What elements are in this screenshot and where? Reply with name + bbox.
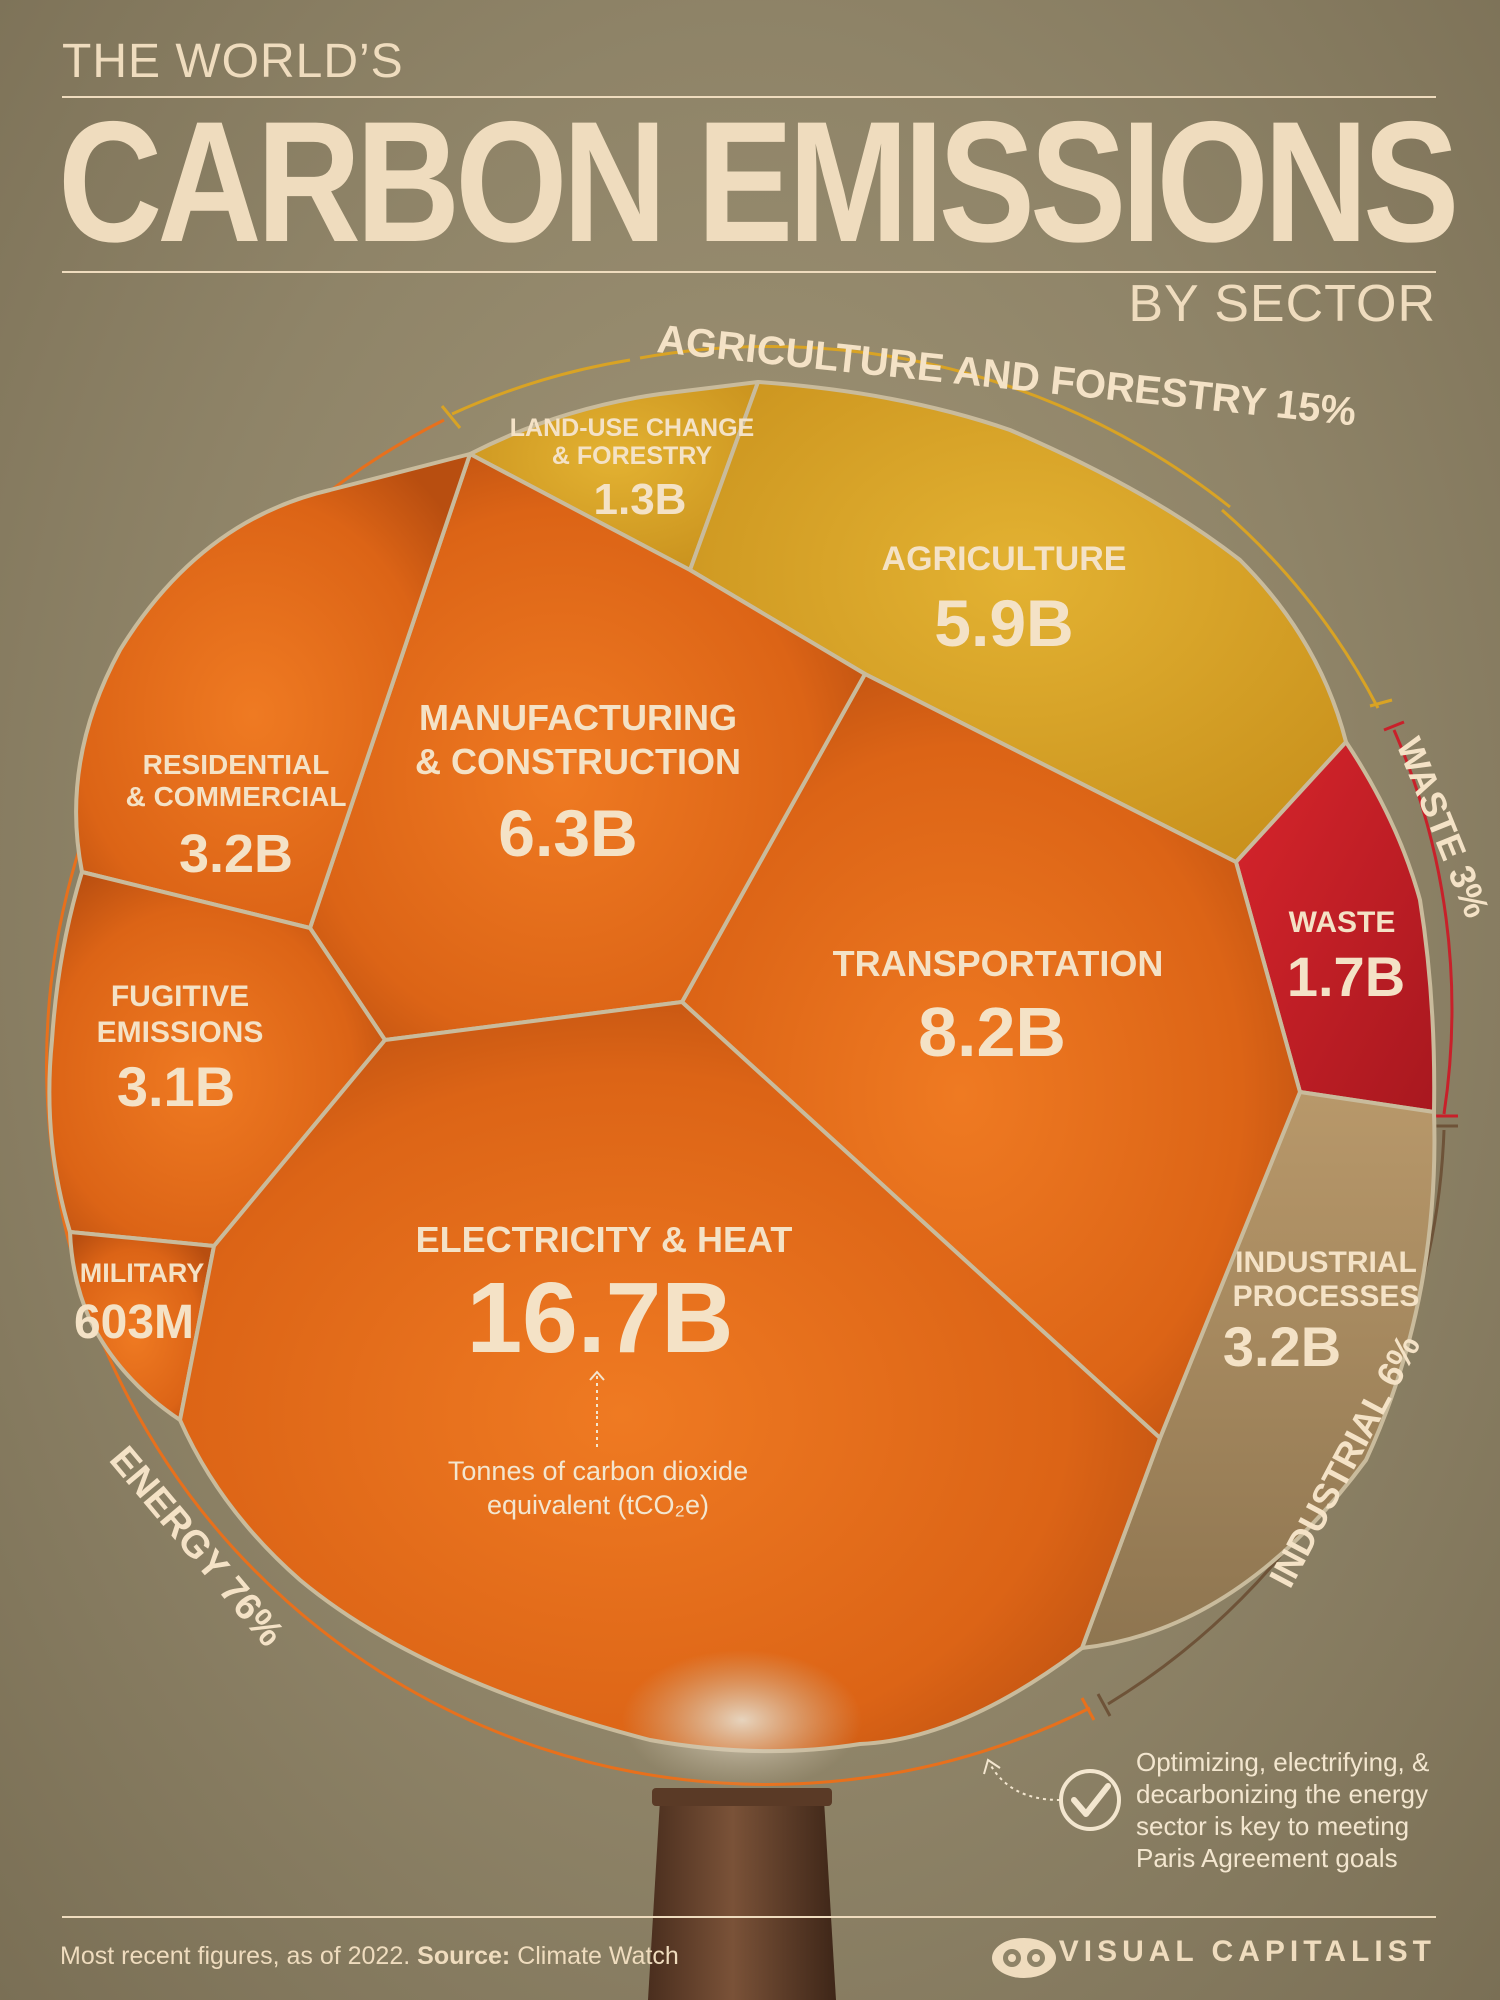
cell-waste bbox=[1234, 740, 1437, 1114]
label-industrial-line2: PROCESSES bbox=[1233, 1280, 1420, 1313]
page-title: CARBON EMISSIONS bbox=[58, 86, 1459, 278]
label-transportation: TRANSPORTATION bbox=[833, 943, 1164, 984]
footnote-source-label: Source: bbox=[417, 1942, 511, 1970]
footnote: Most recent figures, as of 2022. Source:… bbox=[60, 1942, 679, 1971]
label-land-use-line1: LAND-USE CHANGE bbox=[510, 414, 754, 442]
value-electricity: 16.7B bbox=[467, 1262, 734, 1374]
check-circle-icon bbox=[1059, 1769, 1121, 1831]
value-military: 603M bbox=[74, 1296, 194, 1349]
label-manufacturing-line1: MANUFACTURING bbox=[419, 697, 737, 738]
value-residential: 3.2B bbox=[179, 824, 293, 884]
page-subtitle: BY SECTOR bbox=[1128, 275, 1436, 333]
brand-name: VISUAL CAPITALIST bbox=[1058, 1935, 1436, 1968]
footnote-note: Most recent figures, as of 2022. bbox=[60, 1942, 411, 1970]
label-agriculture: AGRICULTURE bbox=[882, 540, 1127, 578]
label-manufacturing-line2: & CONSTRUCTION bbox=[415, 741, 741, 782]
label-residential-line1: RESIDENTIAL bbox=[143, 749, 330, 780]
sector-cells bbox=[47, 380, 1437, 1754]
value-fugitive: 3.1B bbox=[117, 1055, 235, 1118]
arc-agriculture-right bbox=[1221, 508, 1380, 709]
unit-note-line1: Tonnes of carbon dioxide bbox=[448, 1456, 748, 1486]
arc-tick bbox=[1096, 1693, 1112, 1717]
title-rule-bottom bbox=[62, 271, 1436, 273]
value-agriculture: 5.9B bbox=[934, 586, 1073, 660]
label-land-use-line2: & FORESTRY bbox=[552, 442, 713, 470]
label-military: MILITARY bbox=[80, 1258, 204, 1288]
value-industrial: 3.2B bbox=[1223, 1315, 1341, 1378]
arc-agriculture bbox=[639, 345, 1231, 509]
value-land-use: 1.3B bbox=[594, 475, 687, 524]
title-rule-top bbox=[62, 96, 1436, 98]
label-industrial-line1: INDUSTRIAL bbox=[1235, 1246, 1417, 1279]
cell-fugitive-emissions bbox=[47, 870, 387, 1248]
cell-residential-commercial bbox=[74, 452, 472, 930]
smokestack-body bbox=[648, 1800, 836, 2000]
arc-tick bbox=[440, 405, 462, 429]
brand: VISUAL CAPITALIST bbox=[1059, 1935, 1436, 1969]
footer-rule bbox=[62, 1916, 1436, 1918]
arc-tick bbox=[1080, 1697, 1096, 1721]
energy-callout-text: Optimizing, electrifying, & decarbonizin… bbox=[1136, 1747, 1430, 1873]
value-transportation: 8.2B bbox=[918, 993, 1066, 1071]
footnote-source: Climate Watch bbox=[517, 1942, 679, 1970]
arc-tick bbox=[1383, 720, 1405, 732]
cell-industrial-processes bbox=[1080, 1090, 1437, 1650]
value-waste: 1.7B bbox=[1287, 945, 1405, 1008]
label-electricity: ELECTRICITY & HEAT bbox=[416, 1219, 793, 1260]
cell-agriculture bbox=[688, 380, 1348, 864]
label-fugitive-line1: FUGITIVE bbox=[111, 980, 249, 1013]
smoke-plume bbox=[622, 1650, 862, 1790]
arc-tick bbox=[1369, 698, 1393, 708]
cell-land-use-change-forestry bbox=[468, 380, 760, 572]
arc-waste bbox=[1392, 729, 1454, 1115]
visual-capitalist-logo-icon bbox=[992, 1938, 1056, 1978]
smokestack bbox=[622, 1650, 862, 2000]
value-manufacturing: 6.3B bbox=[498, 796, 637, 870]
label-fugitive-line2: EMISSIONS bbox=[97, 1016, 264, 1049]
callout-arrow-head bbox=[983, 1758, 1001, 1775]
smokestack-rim bbox=[652, 1788, 832, 1806]
label-residential-line2: & COMMERCIAL bbox=[126, 781, 347, 812]
unit-note-line2: equivalent (tCO₂e) bbox=[487, 1490, 709, 1520]
arc-agriculture-left bbox=[451, 358, 631, 416]
kicker-text: THE WORLD’S bbox=[62, 35, 404, 88]
cell-military bbox=[68, 1230, 216, 1422]
callout-arrow bbox=[989, 1763, 1061, 1801]
label-waste: WASTE bbox=[1289, 906, 1396, 939]
unit-arrow-head bbox=[589, 1370, 605, 1381]
